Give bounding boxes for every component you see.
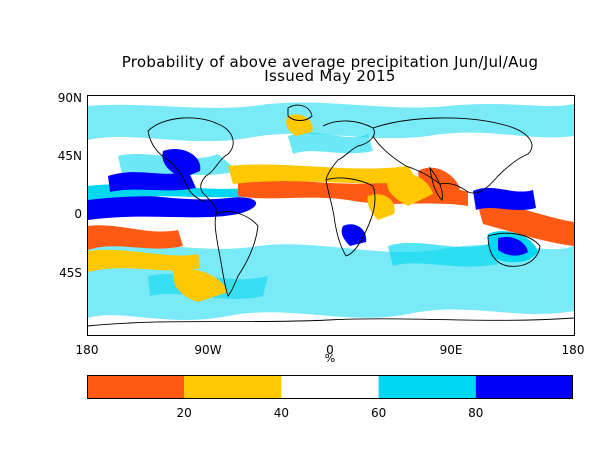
colorbar-bin-0 bbox=[87, 375, 185, 399]
south-pacific-dry bbox=[88, 225, 183, 250]
x-unit-label: % bbox=[324, 352, 336, 365]
y-tick-45s: 45S bbox=[59, 266, 82, 280]
colorbar-frame bbox=[87, 375, 573, 399]
atlantic-dry-halo bbox=[228, 164, 418, 184]
pacific-wet-band bbox=[88, 193, 257, 220]
y-tick-90n: 90N bbox=[57, 91, 82, 105]
australia-core bbox=[498, 236, 528, 256]
x-tick-90w: 90W bbox=[194, 343, 222, 357]
probability-map bbox=[87, 95, 575, 336]
colorbar-bin-3 bbox=[378, 375, 476, 399]
africa-wet bbox=[341, 224, 367, 246]
map-title: Probability of above average precipitati… bbox=[121, 53, 539, 71]
colorbar-bin-4 bbox=[475, 375, 573, 399]
x-tick-90e: 90E bbox=[439, 343, 463, 357]
colorbar bbox=[87, 375, 573, 399]
south-atlantic-dry bbox=[172, 269, 228, 302]
maritime-dry bbox=[478, 204, 574, 246]
south-pacific-dry-halo bbox=[88, 249, 200, 272]
north-america-wet bbox=[162, 148, 201, 178]
coastlines bbox=[88, 104, 574, 327]
x-tick-180e: 180 bbox=[561, 343, 585, 357]
x-tick-0: 0 bbox=[326, 343, 334, 357]
colorbar-tick-label: 60 bbox=[370, 406, 387, 420]
x-tick-180w: 180 bbox=[75, 343, 99, 357]
colorbar-bin-2 bbox=[281, 375, 379, 399]
colorbar-tick-label: 20 bbox=[176, 406, 192, 420]
india-dry-halo bbox=[387, 173, 433, 206]
north-pacific-wet bbox=[108, 170, 196, 192]
east-africa-dry bbox=[367, 194, 395, 220]
maritime-wet bbox=[473, 187, 536, 210]
colorbar-bin-1 bbox=[184, 375, 282, 399]
colorbar-tick-label: 40 bbox=[273, 406, 290, 420]
map-subtitle: Issued May 2015 bbox=[264, 67, 396, 85]
y-tick-45n: 45N bbox=[57, 149, 82, 163]
colorbar-tick-label: 80 bbox=[468, 406, 484, 420]
y-tick-0: 0 bbox=[74, 207, 82, 221]
